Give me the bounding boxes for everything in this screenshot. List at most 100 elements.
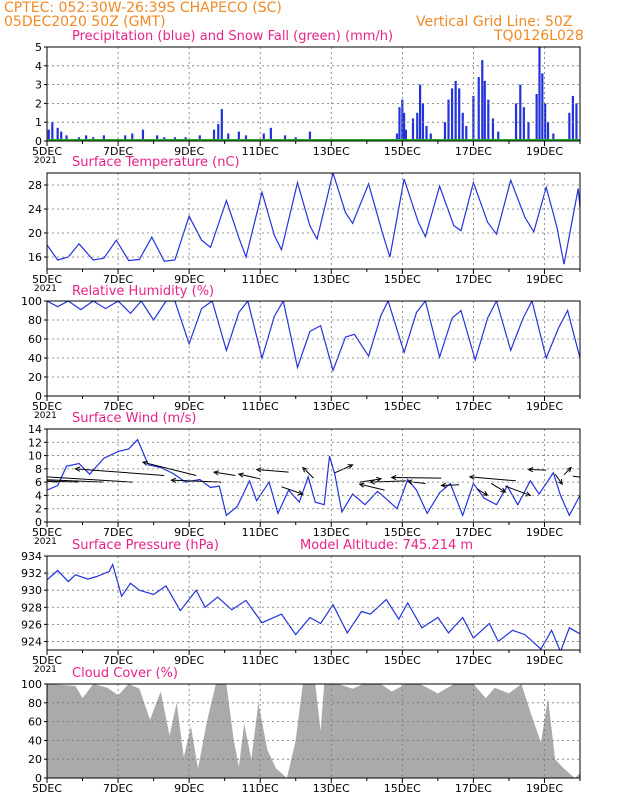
wind-arrow: [302, 466, 314, 479]
wind-title: Surface Wind (m/s): [72, 411, 196, 426]
temperature-xtick-label: 5DEC: [32, 273, 62, 286]
wind-arrow: [476, 488, 489, 497]
precip-bar: [477, 77, 480, 141]
precip-bar: [597, 113, 599, 141]
humidity-frame: [46, 300, 581, 397]
precipitation-xtick-label: 7DEC: [103, 145, 133, 158]
wind-arrow-head: [468, 474, 475, 480]
wind-arrow-head: [557, 479, 563, 486]
wind-arrow-head: [297, 490, 304, 496]
precip-bar: [156, 135, 159, 141]
wind-ytick-label: 12: [28, 436, 42, 449]
precipitation-xstub: 2021: [34, 156, 57, 166]
humidity-title: Relative Humidity (%): [72, 284, 214, 299]
pressure-ytick-label: 934: [21, 550, 42, 563]
wind-arrow-head: [390, 474, 397, 481]
humidity-panel: 0 20 40 60 80 100 5DEC 7DEC 9DEC 11DEC 13DEC 15DEC 1…: [21, 284, 581, 421]
pressure-frame: [46, 555, 581, 651]
humidity-data: [47, 301, 580, 373]
precip-bar: [568, 112, 571, 141]
wind-arrow: [255, 467, 289, 473]
wind-arrow-head: [440, 482, 447, 488]
precip-bar: [227, 133, 230, 141]
precipitation-ytick-label: 1: [35, 116, 42, 129]
pressure-xtick-label: 13DEC: [313, 654, 350, 667]
pressure-ytick-label: 924: [21, 635, 42, 648]
humidity-xtick-label: 13DEC: [313, 400, 350, 413]
precip-bar: [198, 135, 201, 141]
humidity-xtick-label: 7DEC: [103, 400, 133, 413]
cloud-xtick-label: 15DEC: [384, 782, 421, 795]
precip-bar: [141, 129, 145, 141]
pressure-panel: 924 926 928 930 932 934 5DEC 7DEC 9DEC 11DEC 13DEC…: [21, 538, 581, 675]
precipitation-xtick-label: 9DEC: [174, 145, 204, 158]
wind-arrow-shaft: [391, 476, 442, 479]
pressure-xtick-label: 11DEC: [242, 654, 279, 667]
wind-arrow: [505, 485, 532, 497]
precip-bar: [450, 88, 454, 141]
wind-arrow: [141, 460, 197, 476]
temperature-data: [47, 173, 580, 265]
temperature-xtick-label: 17DEC: [455, 273, 492, 286]
wind-arrow-shaft: [47, 480, 79, 483]
temperature-xtick-label: 9DEC: [174, 273, 204, 286]
temperature-ytick-label: 16: [28, 251, 42, 264]
cloud-panel: 0 20 40 60 80 100 5DEC 7DEC 9DEC 11DEC 13DEC 15DEC 1…: [21, 666, 581, 795]
wind-arrow-head: [500, 487, 507, 493]
humidity-xtick-label: 17DEC: [455, 400, 492, 413]
humidity-ytick-label: 40: [28, 352, 42, 365]
humidity-xtick-label: 11DEC: [242, 400, 279, 413]
humidity-ytick-label: 80: [28, 314, 42, 327]
wind-arrow-head: [74, 466, 81, 472]
wind-xtick-label: 17DEC: [455, 526, 492, 539]
temperature-xtick-label: 11DEC: [242, 273, 279, 286]
cloud-ytick-label: 60: [28, 716, 42, 729]
precipitation-title: Precipitation (blue) and Snow Fall (gree…: [72, 29, 393, 44]
wind-arrow-head: [527, 467, 534, 473]
wind-arrow-head: [212, 470, 219, 476]
wind-ytick-label: 14: [28, 423, 42, 436]
wind-arrow-shaft: [359, 483, 385, 491]
wind-arrow: [359, 476, 383, 483]
cloud-frame: [46, 683, 581, 779]
cloud-cover-area: [47, 684, 580, 778]
cloud-xtick-label: 7DEC: [103, 782, 133, 795]
precip-bar: [102, 135, 105, 141]
precip-bar: [56, 127, 59, 141]
cloud-ytick-label: 100: [21, 678, 42, 691]
wind-ytick-label: 4: [35, 489, 42, 502]
temperature-xtick-label: 13DEC: [313, 273, 350, 286]
wind-arrow-shaft: [47, 479, 104, 483]
wind-arrow: [281, 486, 304, 496]
wind-arrow-head: [376, 476, 383, 483]
cloud-xtick-label: 17DEC: [455, 782, 492, 795]
precip-bar: [527, 122, 530, 141]
cloud-ytick-label: 80: [28, 697, 42, 710]
pressure-ytick-label: 932: [21, 567, 42, 580]
wind-arrow-shaft: [563, 467, 572, 476]
humidity-ytick-label: 100: [21, 295, 42, 308]
wind-xtick-label: 13DEC: [313, 526, 350, 539]
header-date: 05DEC2020 50Z (GMT): [4, 14, 166, 30]
precip-bar: [51, 122, 54, 141]
precip-bar: [546, 122, 550, 141]
humidity-xtick-label: 19DEC: [526, 400, 563, 413]
wind-xtick-label: 11DEC: [242, 526, 279, 539]
precip-bar: [411, 118, 415, 141]
precip-bar: [571, 95, 574, 141]
pressure-ytick-label: 926: [21, 618, 42, 631]
wind-arrow-shaft: [281, 486, 304, 495]
precip-bar: [497, 131, 500, 141]
temperature-xtick-label: 7DEC: [103, 273, 133, 286]
wind-arrow-shaft: [238, 473, 261, 480]
precip-bar: [458, 88, 461, 141]
precipitation-ytick-label: 0: [35, 135, 42, 148]
cloud-xtick-label: 13DEC: [313, 782, 350, 795]
temperature-xstub: 2021: [34, 284, 57, 294]
wind-arrow-head: [26, 474, 31, 478]
wind-arrow-head: [347, 464, 354, 470]
precip-bar: [514, 103, 518, 141]
precip-bar: [425, 125, 428, 141]
wind-arrow: [468, 474, 517, 482]
precip-bar: [395, 133, 399, 141]
